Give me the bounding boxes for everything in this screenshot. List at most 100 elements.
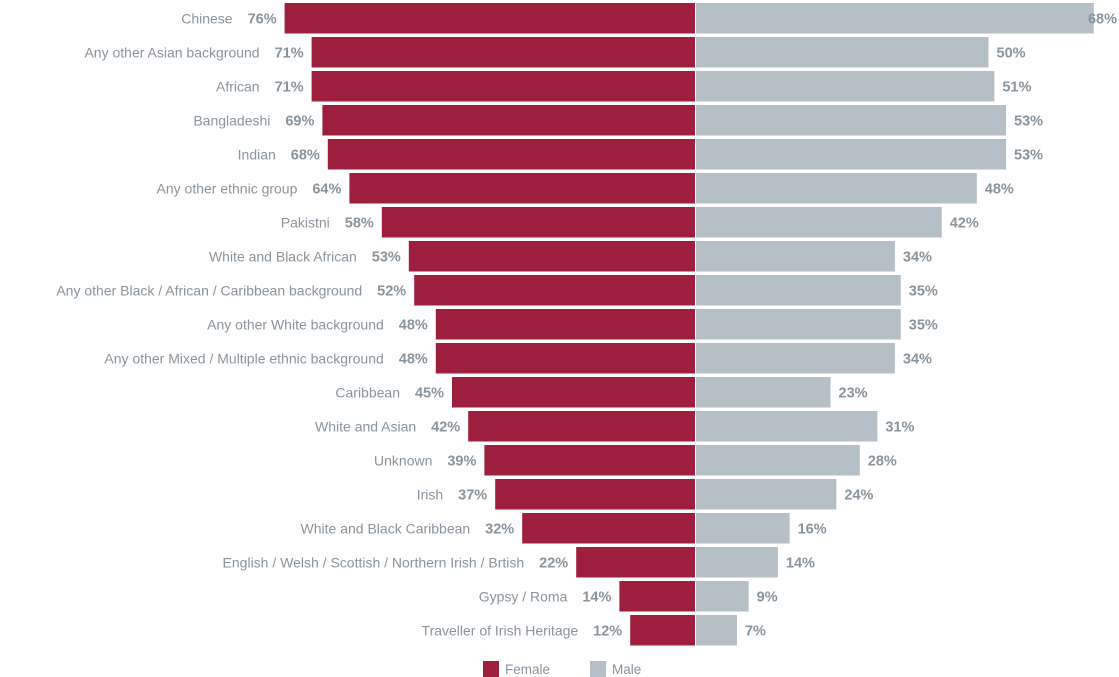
value-label-male-white-and-black-caribbean: 16% — [798, 521, 827, 537]
bar-male-indian — [696, 139, 1007, 170]
value-label-male-bangladeshi: 53% — [1014, 113, 1043, 129]
bar-male-english-welsh-scottish-northern-irish-brtish — [696, 547, 778, 578]
category-label-english-welsh-scottish-northern-irish-brtish: English / Welsh / Scottish / Northern Ir… — [223, 554, 525, 570]
bar-male-chinese — [696, 3, 1094, 34]
labels-group: 76% Chinese 68% 71% Any other Asian backgrou… — [56, 10, 1117, 639]
category-label-irish: Irish — [417, 486, 443, 502]
category-label-unknown: Unknown — [374, 452, 432, 468]
category-label-any-other-black-african-caribbean-background: Any other Black / African / Caribbean ba… — [56, 282, 362, 298]
bar-male-pakistni — [696, 207, 942, 238]
bar-female-white-and-black-caribbean — [522, 513, 695, 544]
bar-female-english-welsh-scottish-northern-irish-brtish — [576, 547, 695, 578]
value-label-female-unknown: 39% — [447, 453, 476, 469]
value-label-female-pakistni: 58% — [345, 215, 374, 231]
category-label-any-other-ethnic-group: Any other ethnic group — [157, 180, 298, 196]
category-label-indian: Indian — [238, 146, 276, 162]
category-label-bangladeshi: Bangladeshi — [193, 112, 270, 128]
value-label-male-unknown: 28% — [868, 453, 897, 469]
value-label-male-chinese: 68% — [1088, 11, 1117, 27]
value-label-male-any-other-black-african-caribbean-background: 35% — [909, 283, 938, 299]
value-label-male-irish: 24% — [844, 487, 873, 503]
bar-male-traveller-of-irish-heritage — [696, 615, 737, 646]
value-label-female-bangladeshi: 69% — [285, 113, 314, 129]
bar-male-white-and-asian — [696, 411, 878, 442]
bar-female-irish — [495, 479, 695, 510]
value-label-male-caribbean: 23% — [839, 385, 868, 401]
value-label-female-english-welsh-scottish-northern-irish-brtish: 22% — [539, 555, 568, 571]
bar-female-white-and-asian — [468, 411, 695, 442]
value-label-female-african: 71% — [275, 79, 304, 95]
category-label-caribbean: Caribbean — [335, 384, 400, 400]
category-label-white-and-black-caribbean: White and Black Caribbean — [301, 520, 471, 536]
value-label-male-indian: 53% — [1014, 147, 1043, 163]
value-label-female-irish: 37% — [458, 487, 487, 503]
bar-female-any-other-white-background — [435, 309, 695, 340]
value-label-male-gypsy-roma: 9% — [757, 589, 778, 605]
bar-female-caribbean — [452, 377, 695, 408]
bar-male-african — [696, 71, 995, 102]
legend-swatch-male — [590, 661, 606, 677]
bar-male-caribbean — [696, 377, 831, 408]
bar-male-any-other-mixed-multiple-ethnic-background — [696, 343, 895, 374]
bar-male-white-and-black-caribbean — [696, 513, 790, 544]
bar-male-any-other-asian-background — [696, 37, 989, 68]
value-label-female-chinese: 76% — [248, 11, 277, 27]
value-label-female-any-other-ethnic-group: 64% — [312, 181, 341, 197]
value-label-male-traveller-of-irish-heritage: 7% — [745, 623, 766, 639]
bar-female-any-other-asian-background — [311, 37, 695, 68]
category-label-any-other-asian-background: Any other Asian background — [84, 44, 259, 60]
value-label-female-any-other-mixed-multiple-ethnic-background: 48% — [399, 351, 428, 367]
value-label-female-any-other-black-african-caribbean-background: 52% — [377, 283, 406, 299]
bar-female-unknown — [484, 445, 695, 476]
value-label-male-pakistni: 42% — [950, 215, 979, 231]
value-label-female-caribbean: 45% — [415, 385, 444, 401]
bar-male-unknown — [696, 445, 860, 476]
bar-female-white-and-black-african — [408, 241, 695, 272]
bar-male-bangladeshi — [696, 105, 1007, 136]
category-label-gypsy-roma: Gypsy / Roma — [479, 588, 568, 604]
value-label-male-any-other-ethnic-group: 48% — [985, 181, 1014, 197]
bar-female-traveller-of-irish-heritage — [630, 615, 695, 646]
value-label-female-indian: 68% — [291, 147, 320, 163]
value-label-male-english-welsh-scottish-northern-irish-brtish: 14% — [786, 555, 815, 571]
bar-male-gypsy-roma — [696, 581, 749, 612]
value-label-male-any-other-asian-background: 50% — [997, 45, 1026, 61]
bar-male-any-other-white-background — [696, 309, 901, 340]
bar-male-any-other-black-african-caribbean-background — [696, 275, 901, 306]
bars-group — [284, 3, 1094, 646]
legend-label-male: Male — [612, 662, 641, 677]
category-label-any-other-mixed-multiple-ethnic-background: Any other Mixed / Multiple ethnic backgr… — [104, 350, 383, 366]
category-label-african: African — [216, 78, 260, 94]
value-label-male-any-other-white-background: 35% — [909, 317, 938, 333]
value-label-female-white-and-black-caribbean: 32% — [485, 521, 514, 537]
category-label-pakistni: Pakistni — [281, 214, 330, 230]
bar-female-any-other-ethnic-group — [349, 173, 695, 204]
bar-female-bangladeshi — [322, 105, 695, 136]
category-label-white-and-black-african: White and Black African — [209, 248, 357, 264]
bar-female-gypsy-roma — [619, 581, 695, 612]
value-label-male-white-and-black-african: 34% — [903, 249, 932, 265]
value-label-male-african: 51% — [1002, 79, 1031, 95]
bar-female-african — [311, 71, 695, 102]
bar-female-indian — [327, 139, 695, 170]
legend: Female Male — [483, 661, 641, 677]
value-label-male-white-and-asian: 31% — [885, 419, 914, 435]
category-label-white-and-asian: White and Asian — [315, 418, 416, 434]
bar-male-any-other-ethnic-group — [696, 173, 977, 204]
bar-male-irish — [696, 479, 837, 510]
category-label-chinese: Chinese — [181, 10, 233, 26]
value-label-female-gypsy-roma: 14% — [582, 589, 611, 605]
value-label-female-traveller-of-irish-heritage: 12% — [593, 623, 622, 639]
bar-female-any-other-black-african-caribbean-background — [414, 275, 695, 306]
bar-female-any-other-mixed-multiple-ethnic-background — [435, 343, 695, 374]
category-label-any-other-white-background: Any other White background — [207, 316, 384, 332]
bar-male-white-and-black-african — [696, 241, 895, 272]
bar-female-chinese — [284, 3, 695, 34]
legend-label-female: Female — [505, 662, 550, 677]
value-label-female-any-other-white-background: 48% — [399, 317, 428, 333]
category-label-traveller-of-irish-heritage: Traveller of Irish Heritage — [422, 622, 579, 638]
value-label-male-any-other-mixed-multiple-ethnic-background: 34% — [903, 351, 932, 367]
value-label-female-any-other-asian-background: 71% — [275, 45, 304, 61]
bar-female-pakistni — [381, 207, 695, 238]
